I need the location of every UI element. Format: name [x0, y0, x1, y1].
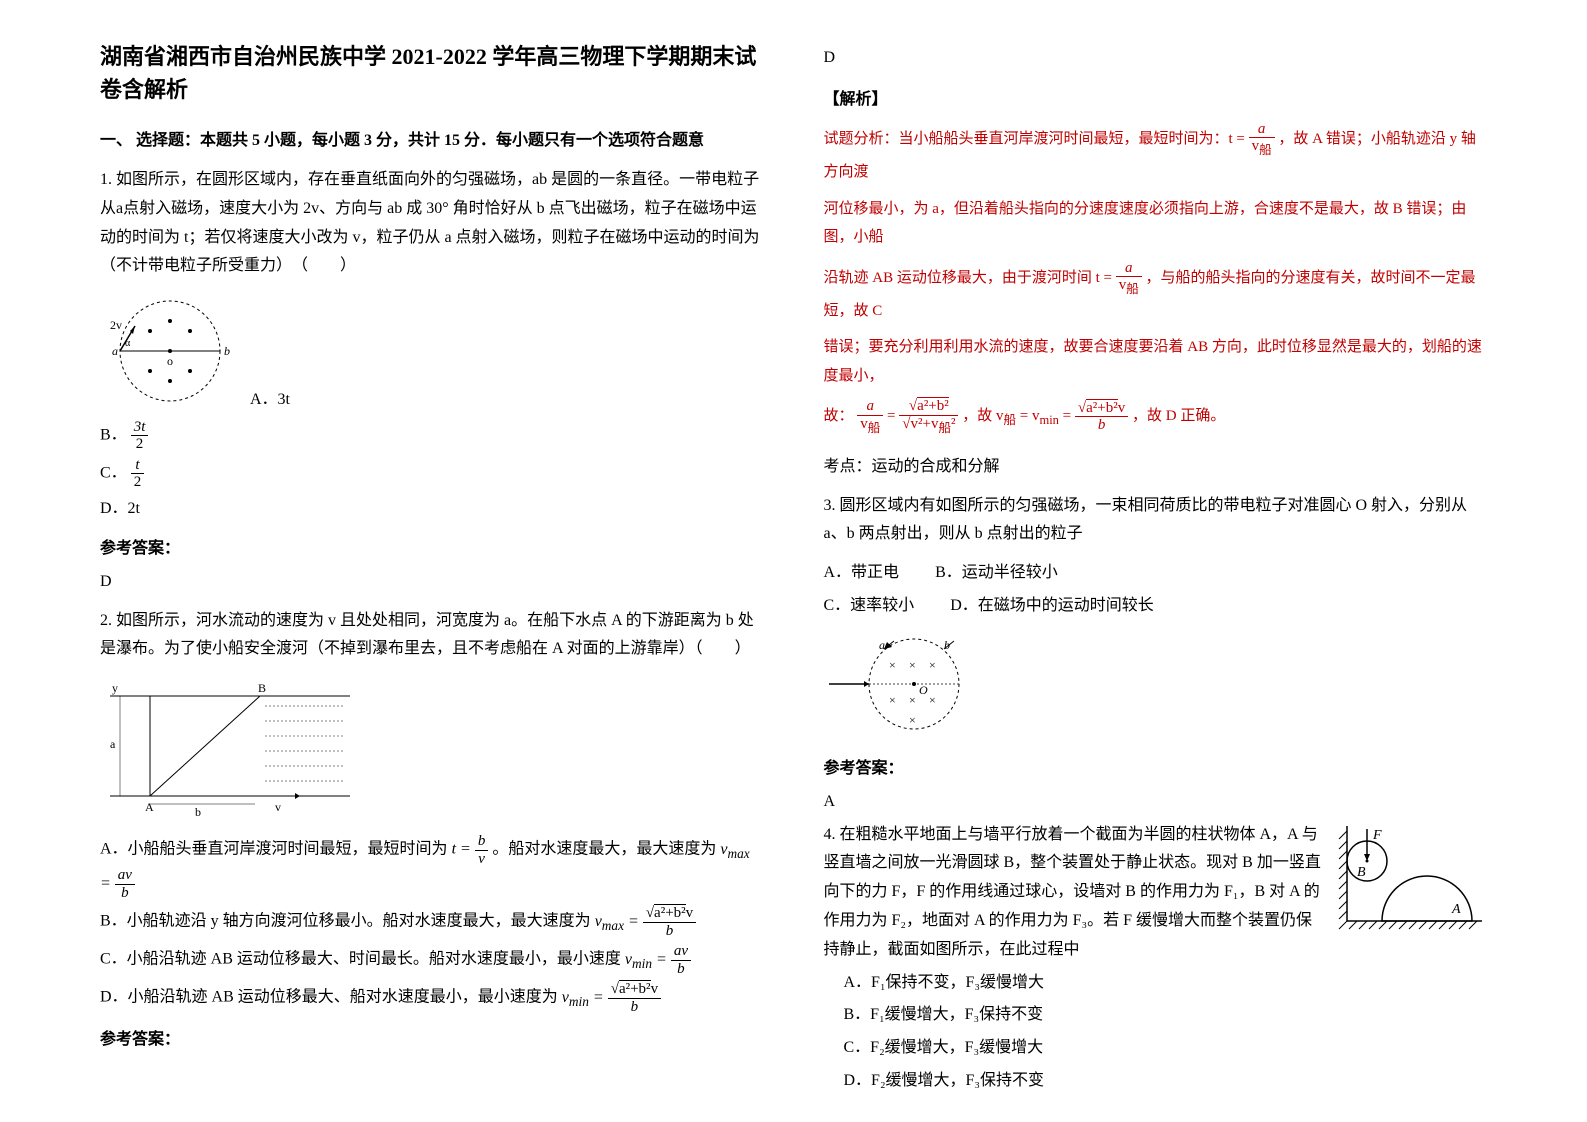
svg-text:a: a	[112, 344, 118, 358]
q1-optB: B． 3t2	[100, 419, 764, 453]
q4-optC: C．F₂缓慢增大，F₃缓慢增大	[844, 1034, 1488, 1063]
q2-optB: B．小船轨迹沿 y 轴方向渡河位移最小。船对水速度最大，最大速度为 vmax =…	[100, 905, 764, 939]
q2-answer-label: 参考答案：	[100, 1025, 764, 1049]
svg-text:o: o	[167, 354, 173, 368]
svg-text:a: a	[879, 638, 885, 652]
q3-text: 3. 圆形区域内有如图所示的匀强磁场，一束相同荷质比的带电粒子对准圆心 O 射入…	[824, 492, 1488, 550]
svg-text:F: F	[1372, 828, 1382, 843]
q2-figure: A B y a b v	[100, 676, 764, 821]
q3-optAB: A．带正电 B．运动半径较小	[824, 559, 1488, 588]
svg-text:y: y	[112, 681, 118, 695]
section-header: 一、 选择题：本题共 5 小题，每小题 3 分，共计 15 分．每小题只有一个选…	[100, 126, 764, 150]
svg-text:B: B	[258, 681, 266, 695]
q2-optC: C．小船沿轨迹 AB 运动位移最大、时间最长。船对水速度最小，最小速度 vmin…	[100, 943, 764, 977]
q2-analysis-label: 【解析】	[824, 85, 1488, 109]
q4-optD: D．F₂缓慢增大，F₃保持不变	[844, 1067, 1488, 1096]
q4-container: 4. 在粗糙水平地面上与墙平行放着一个截面为半圆的柱状物体 A，A 与竖直墙之间…	[824, 821, 1488, 965]
q1-optA: A．3t	[250, 386, 764, 415]
q4-optA: A．F₁保持不变，F₃缓慢增大	[844, 969, 1488, 998]
svg-text:b: b	[195, 805, 201, 816]
q1-optD: D．2t	[100, 495, 764, 524]
q2-analysis5: 故： av船 = √a²+b²√v²+v船² ，故 v船 = vmin = √a…	[824, 398, 1488, 435]
q3-answer-label: 参考答案：	[824, 754, 1488, 778]
q2-optA: A．小船船头垂直河岸渡河时间最短，最短时间为 t = bv 。船对水速度最大，最…	[100, 833, 764, 901]
q4-figure: A B F	[1337, 821, 1487, 946]
q1-answer: D	[100, 568, 764, 597]
q1-answer-label: 参考答案：	[100, 534, 764, 558]
svg-text:A: A	[145, 800, 154, 814]
q1-optC: C． t2	[100, 457, 764, 491]
q2-optD: D．小船沿轨迹 AB 运动位移最大、船对水速度最小，最小速度为 vmin = √…	[100, 981, 764, 1015]
svg-text:A: A	[1451, 902, 1461, 917]
q2-analysis2: 河位移最小，为 a，但沿着船头指向的分速度速度必须指向上游，合速度不是最大，故 …	[824, 195, 1488, 252]
q1-text: 1. 如图所示，在圆形区域内，存在垂直纸面向外的匀强磁场，ab 是圆的一条直径。…	[100, 166, 764, 281]
q2-kaodian: 考点：运动的合成和分解	[824, 452, 1488, 476]
q4-text: 4. 在粗糙水平地面上与墙平行放着一个截面为半圆的柱状物体 A，A 与竖直墙之间…	[824, 821, 1322, 965]
svg-text:×: ×	[889, 658, 896, 672]
svg-text:×: ×	[909, 693, 916, 707]
q2-text: 2. 如图所示，河水流动的速度为 v 且处处相同，河宽度为 a。在船下水点 A …	[100, 607, 764, 665]
svg-text:a: a	[110, 737, 116, 751]
q2-answer: D	[824, 44, 1488, 73]
svg-text:b: b	[224, 344, 230, 358]
svg-text:×: ×	[889, 693, 896, 707]
svg-text:α: α	[125, 338, 131, 349]
svg-text:B: B	[1357, 865, 1366, 880]
q2-analysis1: 试题分析：当小船船头垂直河岸渡河时间最短，最短时间为：t = av船 ，故 A …	[824, 121, 1488, 187]
q3-answer: A	[824, 788, 1488, 817]
svg-text:×: ×	[929, 658, 936, 672]
right-column: D 【解析】 试题分析：当小船船头垂直河岸渡河时间最短，最短时间为：t = av…	[824, 40, 1488, 1100]
svg-text:O: O	[919, 683, 928, 697]
svg-text:×: ×	[909, 713, 916, 727]
q2-analysis4: 错误；要充分利用利用水流的速度，故要合速度要沿着 AB 方向，此时位移显然是最大…	[824, 333, 1488, 390]
page-title: 湖南省湘西市自治州民族中学 2021-2022 学年高三物理下学期期末试卷含解析	[100, 40, 764, 106]
svg-text:v: v	[275, 800, 281, 814]
left-column: 湖南省湘西市自治州民族中学 2021-2022 学年高三物理下学期期末试卷含解析…	[100, 40, 764, 1100]
svg-text:×: ×	[909, 658, 916, 672]
q2-analysis3: 沿轨迹 AB 运动位移最大，由于渡河时间 t = av船 ，与船的船头指向的分速…	[824, 260, 1488, 326]
q3-figure: O a b × × × × × × ×	[824, 629, 1488, 744]
svg-text:2v: 2v	[110, 318, 122, 332]
q4-optB: B．F₁缓慢增大，F₃保持不变	[844, 1001, 1488, 1030]
svg-text:×: ×	[929, 693, 936, 707]
q3-optCD: C．速率较小 D．在磁场中的运动时间较长	[824, 592, 1488, 621]
